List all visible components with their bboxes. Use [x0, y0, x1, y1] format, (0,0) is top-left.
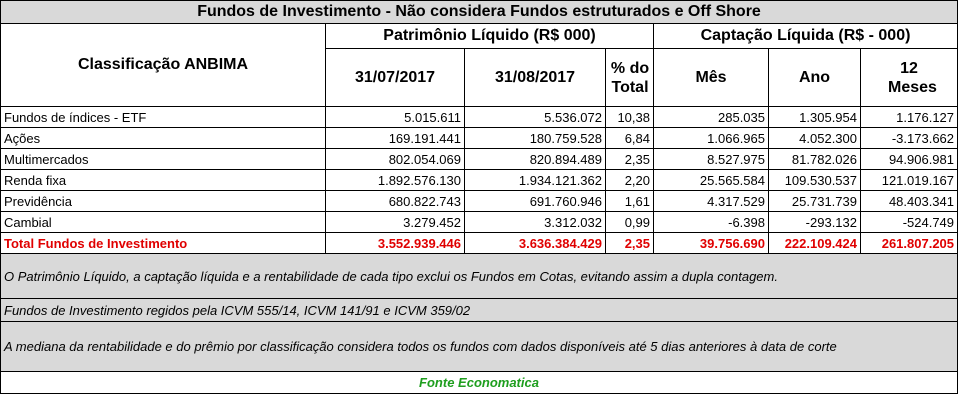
value-cell: 2,35 — [605, 148, 654, 170]
value-cell: 4.052.300 — [768, 127, 861, 149]
value-cell: -293.132 — [768, 211, 861, 233]
title: Fundos de Investimento - Não considera F… — [0, 0, 959, 24]
value-cell: 0,99 — [605, 211, 654, 233]
data-row: Multimercados 802.054.069 820.894.489 2,35 8… — [0, 148, 959, 170]
data-row: Renda fixa 1.892.576.130 1.934.121.362 2,20… — [0, 169, 959, 191]
note: Fundos de Investimento regidos pela ICVM… — [0, 298, 959, 322]
note-row: Fundos de Investimento regidos pela ICVM… — [0, 298, 959, 322]
data-row: Previdência 680.822.743 691.760.946 1,61 4.3… — [0, 190, 959, 212]
value-cell: 121.019.167 — [859, 169, 959, 191]
value-cell: 285.035 — [653, 106, 769, 128]
total-row: Total Fundos de Investimento 3.552.939.44… — [0, 232, 959, 254]
label-cell: Renda fixa — [0, 169, 326, 191]
data-row: Ações 169.191.441 180.759.528 6,84 1.066.965… — [0, 127, 959, 149]
value-cell: 10,38 — [605, 106, 654, 128]
header-row: 31/07/2017 31/08/2017% do Total Mês Ano 12 M… — [1, 48, 959, 107]
value-cell: 81.782.026 — [768, 148, 861, 170]
source-row: Fonte Economatica — [0, 371, 959, 394]
value-cell: 109.530.537 — [768, 169, 861, 191]
value-cell: 1.892.576.130 — [325, 169, 465, 191]
value-cell: 25.731.739 — [768, 190, 861, 212]
value-cell: 39.756.690 — [653, 232, 769, 254]
value-cell: 1.066.965 — [653, 127, 769, 149]
value-cell: 5.015.611 — [325, 106, 465, 128]
value-cell: 1,61 — [605, 190, 654, 212]
value-cell: 3.636.384.429 — [464, 232, 606, 254]
value-cell: -3.173.662 — [859, 127, 959, 149]
note: A mediana da rentabilidade e do prêmio p… — [0, 321, 959, 372]
value-cell: 222.109.424 — [768, 232, 861, 254]
value-cell: 8.527.975 — [653, 148, 769, 170]
value-cell: 4.317.529 — [653, 190, 769, 212]
value-cell: 3.279.452 — [325, 211, 465, 233]
group-header: Patrimônio Líquido (R$ 000) — [325, 23, 654, 49]
value-cell: 261.807.205 — [859, 232, 959, 254]
note: O Patrimônio Líquido, a captação líquida… — [0, 253, 959, 299]
note-row: O Patrimônio Líquido, a captação líquida… — [0, 253, 959, 299]
fund-table: Fundos de Investimento - Não considera F… — [0, 0, 959, 394]
label-cell: Multimercados — [0, 148, 326, 170]
label-cell: Ações — [0, 127, 326, 149]
group-header: Captação Líquida (R$ - 000) — [652, 23, 959, 49]
column-header: Ano — [768, 48, 861, 107]
value-cell: 680.822.743 — [325, 190, 465, 212]
value-cell: 94.906.981 — [859, 148, 959, 170]
value-cell: -524.749 — [859, 211, 959, 233]
label-cell: Total Fundos de Investimento — [0, 232, 326, 254]
column-header: 31/08/2017 — [464, 48, 606, 107]
label-cell: Cambial — [0, 211, 326, 233]
label-cell: Fundos de índices - ETF — [0, 106, 326, 128]
data-row: Fundos de índices - ETF 5.015.611 5.536.07… — [0, 106, 959, 128]
header-row: Classificação ANBIMA Patrimônio Líquido (… — [0, 23, 959, 107]
value-cell: 802.054.069 — [325, 148, 465, 170]
label-cell: Previdência — [0, 190, 326, 212]
column-header: % do Total — [605, 48, 654, 107]
value-cell: 1.934.121.362 — [464, 169, 606, 191]
value-cell: 3.552.939.446 — [325, 232, 465, 254]
value-cell: -6.398 — [653, 211, 769, 233]
value-cell: 48.403.341 — [859, 190, 959, 212]
value-cell: 2,35 — [605, 232, 654, 254]
source: Fonte Economatica — [0, 371, 959, 394]
classification-header: Classificação ANBIMA — [0, 23, 326, 107]
value-cell: 1.176.127 — [859, 106, 959, 128]
value-cell: 5.536.072 — [464, 106, 606, 128]
column-header: 12 Meses — [859, 48, 959, 107]
column-header: Mês — [653, 48, 769, 107]
value-cell: 2,20 — [605, 169, 654, 191]
data-row: Cambial 3.279.452 3.312.032 0,99 -6.398 -293.… — [0, 211, 959, 233]
value-cell: 180.759.528 — [464, 127, 606, 149]
column-header: 31/07/2017 — [325, 48, 465, 107]
note-row: A mediana da rentabilidade e do prêmio p… — [0, 321, 959, 372]
value-cell: 1.305.954 — [768, 106, 861, 128]
value-cell: 6,84 — [605, 127, 654, 149]
header-text: 12 Meses — [888, 59, 937, 96]
header-text: % do Total — [610, 59, 650, 96]
value-cell: 169.191.441 — [325, 127, 465, 149]
value-cell: 3.312.032 — [464, 211, 606, 233]
value-cell: 820.894.489 — [464, 148, 606, 170]
title-row: Fundos de Investimento - Não considera F… — [0, 0, 959, 24]
value-cell: 25.565.584 — [653, 169, 769, 191]
value-cell: 691.760.946 — [464, 190, 606, 212]
